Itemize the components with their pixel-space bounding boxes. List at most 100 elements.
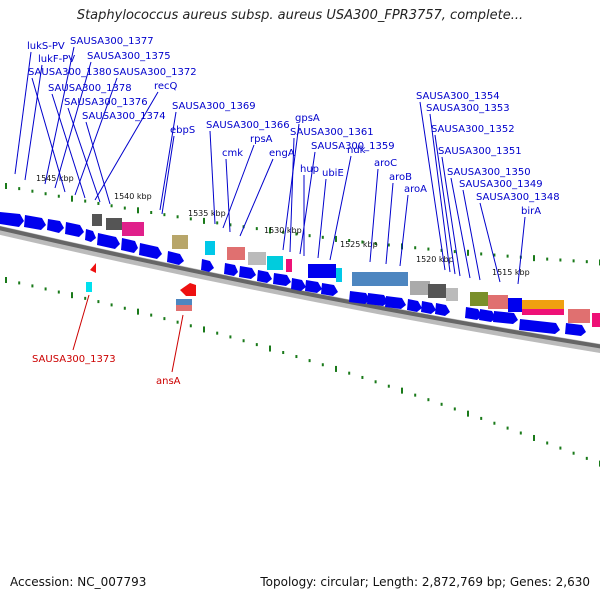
gene-label-lukf-pv[interactable]: lukF-PV [38,54,75,65]
gene-label-sausa300-1354[interactable]: SAUSA300_1354 [416,91,500,102]
gene-arrow[interactable] [291,278,306,291]
gene-label-luks-pv[interactable]: lukS-PV [27,41,65,52]
gene-label-sausa300-1353[interactable]: SAUSA300_1353 [426,103,510,114]
gene-label-sausa300-1361[interactable]: SAUSA300_1361 [290,127,374,138]
gene-arrow[interactable] [167,251,184,265]
gene-label-sausa300-1352[interactable]: SAUSA300_1352 [431,124,515,135]
gene-arrow[interactable] [65,222,84,237]
feature-block[interactable] [522,300,564,309]
feature-block[interactable] [248,252,266,265]
feature-block[interactable] [568,309,590,323]
gene-label-sausa300-1348[interactable]: SAUSA300_1348 [476,192,560,203]
feature-block[interactable] [470,292,488,306]
gene-arrow[interactable] [321,283,338,296]
feature-block[interactable] [122,222,144,236]
feature-block[interactable] [92,214,102,226]
feature-block[interactable] [446,288,458,301]
feature-block[interactable] [352,272,408,286]
gene-label-cmk[interactable]: cmk [222,148,243,159]
feature-block[interactable] [106,218,122,230]
feature-block[interactable] [227,247,245,260]
gene-label-ansa[interactable]: ansA [156,376,181,387]
gene-arrow[interactable] [47,219,64,233]
gene-arrow[interactable] [139,243,162,259]
gene-label-sausa300-1372[interactable]: SAUSA300_1372 [113,67,197,78]
gene-label-recq[interactable]: recQ [154,81,178,92]
gene-arrow[interactable] [224,263,238,276]
gene-label-sausa300-1366[interactable]: SAUSA300_1366 [206,120,290,131]
gene-label-aroc[interactable]: aroC [374,158,397,169]
gene-arrow[interactable] [385,296,406,309]
gene-arrow[interactable] [421,301,436,314]
feature-block[interactable] [172,235,188,249]
gene-label-gpsa[interactable]: gpsA [295,113,320,124]
tick-mark [453,250,456,254]
gene-arrow[interactable] [479,309,496,322]
gene-arrow-reverse[interactable] [180,283,196,296]
feature-block[interactable] [86,282,92,292]
gene-label-sausa300-1380[interactable]: SAUSA300_1380 [28,67,112,78]
gene-label-sausa300-1359[interactable]: SAUSA300_1359 [311,141,395,152]
gene-label-sausa300-1375[interactable]: SAUSA300_1375 [87,51,171,62]
gene-label-enga[interactable]: engA [269,148,295,159]
gene-arrow[interactable] [201,259,214,272]
gene-arrow[interactable] [519,319,560,334]
gene-label-aroa[interactable]: aroA [404,184,427,195]
gene-label-sausa300-1351[interactable]: SAUSA300_1351 [438,146,522,157]
tick-mark [84,296,87,300]
gene-label-arob[interactable]: aroB [389,172,412,183]
gene-label-sausa300-1349[interactable]: SAUSA300_1349 [459,179,543,190]
gene-label-ebps[interactable]: ebpS [170,125,195,136]
feature-block[interactable] [522,309,564,315]
inner-feature-track[interactable] [86,263,196,311]
gene-label-sausa300-1373[interactable]: SAUSA300_1373 [32,354,116,365]
feature-block[interactable] [508,298,522,312]
leader-line [399,194,409,267]
gene-label-group[interactable]: lukS-PV lukF-PV SAUSA300_1377 SAUSA300_1375… [27,36,560,217]
gene-arrow[interactable] [239,266,256,279]
gene-arrow[interactable] [273,273,291,286]
gene-arrow[interactable] [0,212,24,227]
feature-block[interactable] [488,295,508,309]
gene-arrow[interactable] [349,291,370,304]
tick-mark [546,441,549,445]
gene-arrow[interactable] [305,280,322,293]
gene-label-bira[interactable]: birA [521,206,541,217]
gene-label-sausa300-1377[interactable]: SAUSA300_1377 [70,36,154,47]
feature-block[interactable] [176,305,192,311]
gene-label-ndk[interactable]: ndk [347,145,366,156]
gene-arrow[interactable] [367,293,388,306]
feature-block[interactable] [267,256,283,270]
gene-arrow[interactable] [435,303,450,316]
gene-label-sausa300-1369[interactable]: SAUSA300_1369 [172,101,256,112]
gene-arrow[interactable] [24,215,46,230]
feature-block[interactable] [592,313,600,327]
feature-block[interactable] [176,299,192,305]
gene-label-sausa300-1374[interactable]: SAUSA300_1374 [82,111,166,122]
gene-arrow[interactable] [85,229,96,242]
feature-block[interactable] [336,268,342,282]
gene-label-ubie[interactable]: ubiE [322,168,344,179]
feature-block[interactable] [205,241,215,255]
gene-arrow[interactable] [121,238,138,253]
gene-label-sausa300-1376[interactable]: SAUSA300_1376 [64,97,148,108]
gene-arrow[interactable] [465,307,482,320]
gene-arrow[interactable] [407,299,422,312]
tick-mark [57,290,60,294]
gene-label-sausa300-1378[interactable]: SAUSA300_1378 [48,83,132,94]
gene-label-rpsa[interactable]: rpsA [250,134,273,145]
feature-block[interactable] [428,284,446,298]
gene-arrow[interactable] [493,311,518,324]
feature-block-track[interactable] [92,214,600,327]
feature-block[interactable] [308,264,336,278]
gene-arrow-reverse[interactable] [90,263,96,273]
feature-block[interactable] [286,259,292,272]
forward-gene-track[interactable] [0,212,586,336]
gene-label-sausa300-1350[interactable]: SAUSA300_1350 [447,167,531,178]
gene-arrow[interactable] [257,270,272,283]
feature-block[interactable] [410,281,430,295]
gene-label-hup[interactable]: hup [300,164,319,175]
gene-arrow[interactable] [97,233,120,249]
gene-arrow[interactable] [565,323,586,336]
